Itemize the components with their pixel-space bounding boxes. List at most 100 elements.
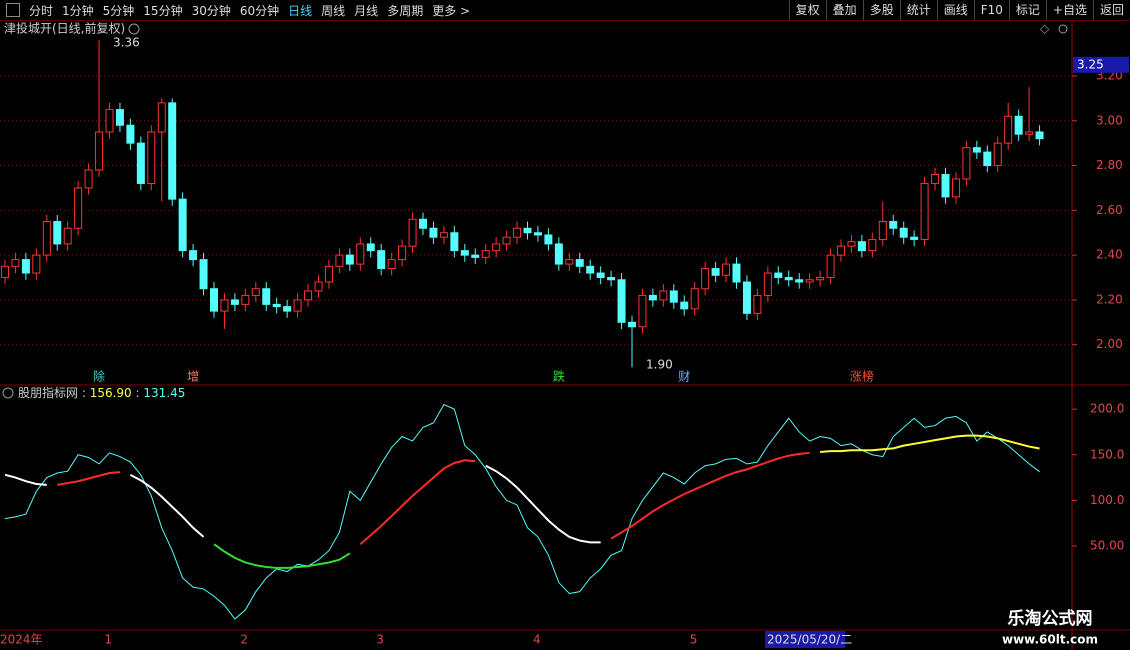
candle-body xyxy=(450,232,459,252)
period-tab[interactable]: 15分钟 xyxy=(143,3,183,18)
candle-body xyxy=(408,218,417,247)
indicator-line xyxy=(485,464,601,544)
candle-body xyxy=(899,227,908,238)
candle-body xyxy=(377,250,386,270)
candle-body xyxy=(565,259,574,265)
last-price: 3.25 xyxy=(1077,57,1104,71)
candle-body xyxy=(784,277,793,281)
candle-body xyxy=(993,142,1002,167)
candle-body xyxy=(847,241,856,247)
candle-body xyxy=(481,250,490,258)
y-tick-label: 200.0 xyxy=(1090,402,1124,416)
candle-body xyxy=(920,182,929,240)
candle-body xyxy=(659,290,668,301)
period-tab[interactable]: 5分钟 xyxy=(102,3,135,18)
candle-body xyxy=(492,243,501,252)
indicator-line xyxy=(359,459,476,545)
icon xyxy=(2,387,14,399)
toolbar: 分时 1分钟 5分钟 15分钟 30分钟 60分钟 日线 周线 月线 多周期 更多 > 复权 叠加 多股… xyxy=(0,0,1130,21)
candle-body xyxy=(910,236,919,240)
candle-body xyxy=(795,279,804,283)
period-tab[interactable]: 30分钟 xyxy=(191,3,231,18)
candle-body xyxy=(638,294,647,328)
event-marker: 跌 xyxy=(553,369,565,384)
x-tick-label: 1 xyxy=(105,633,113,647)
tool-button[interactable]: +自选 xyxy=(1045,0,1093,20)
candle-body xyxy=(513,227,522,238)
period-tab[interactable]: 周线 xyxy=(321,3,346,18)
x-tick-label: 2024年 xyxy=(0,633,43,647)
last-price-box xyxy=(1073,56,1129,73)
candle-body xyxy=(1035,131,1044,140)
candle-body xyxy=(1025,131,1034,135)
candle-body xyxy=(230,299,239,305)
candle-body xyxy=(805,279,814,283)
candle-body xyxy=(419,218,427,229)
candle-body xyxy=(972,147,981,153)
tool-button[interactable]: 返回 xyxy=(1092,0,1130,20)
y-tick-label: 100.0 xyxy=(1090,493,1124,507)
candle-body xyxy=(283,306,292,312)
period-tab[interactable]: 1分钟 xyxy=(62,3,94,18)
candle-body xyxy=(32,254,41,274)
tool-button[interactable]: 多股 xyxy=(862,0,900,20)
indicator-line xyxy=(4,473,47,486)
tool-button[interactable]: 复权 xyxy=(788,0,826,20)
candle-body xyxy=(753,294,762,314)
high-label: 3.36 xyxy=(113,36,140,50)
candle-body xyxy=(11,259,20,267)
y-tick-label: 50.00 xyxy=(1090,539,1124,553)
candle-body xyxy=(586,265,595,274)
candle-body xyxy=(95,131,104,171)
candle-body xyxy=(1014,115,1023,135)
candle-body xyxy=(607,277,616,281)
readout: 156.90 xyxy=(90,386,132,400)
y-tick-label: 2.80 xyxy=(1096,158,1123,172)
candle-body xyxy=(460,250,469,256)
candle-body xyxy=(502,236,511,245)
candle-body xyxy=(471,254,480,258)
candle-body xyxy=(21,259,30,274)
period-tab[interactable]: 多周期 xyxy=(387,3,424,18)
candle-body xyxy=(816,277,825,281)
period-tab[interactable]: 日线 xyxy=(288,3,313,18)
cursor-date-box xyxy=(765,631,845,648)
tool-button[interactable]: F10 xyxy=(973,0,1009,20)
period-tab[interactable]: 月线 xyxy=(354,3,379,18)
candle-body xyxy=(136,142,145,184)
candle-body xyxy=(199,259,208,290)
candle-body xyxy=(126,124,135,144)
candle-body xyxy=(575,259,584,267)
tool-button[interactable]: 画线 xyxy=(936,0,974,20)
tool-button[interactable]: 标记 xyxy=(1008,0,1046,20)
event-marker: 涨榜 xyxy=(850,369,874,384)
candle-body xyxy=(648,294,657,301)
candle-body xyxy=(345,254,354,265)
watermark-url: www.60lt.com xyxy=(1002,633,1098,647)
x-tick-label: 3 xyxy=(376,633,384,647)
period-tab[interactable]: 分时 xyxy=(29,3,54,18)
candle-body xyxy=(178,198,187,252)
tool-button[interactable]: 叠加 xyxy=(825,0,863,20)
candle-body xyxy=(324,265,333,283)
candle-body xyxy=(1004,115,1013,144)
candle-body xyxy=(544,234,553,245)
candle-body xyxy=(387,259,396,270)
x-tick-label: 4 xyxy=(533,633,541,647)
period-tab[interactable]: 60分钟 xyxy=(239,3,280,18)
candle-body xyxy=(366,243,375,252)
tool-button[interactable]: 统计 xyxy=(899,0,937,20)
y-tick-label: 150.0 xyxy=(1090,447,1124,461)
candle-body xyxy=(220,299,229,312)
event-marker: 财 xyxy=(678,370,690,384)
candle-body xyxy=(105,109,114,133)
candle-body xyxy=(951,178,960,198)
candle-body xyxy=(669,290,678,303)
candle-body xyxy=(74,187,83,229)
icon: ◇ xyxy=(1040,22,1050,36)
period-tab[interactable]: 更多 > xyxy=(432,3,471,18)
watermark: 乐淘公式网 xyxy=(1008,608,1093,629)
x-tick-label: 2 xyxy=(240,633,248,647)
indicator-title: 股朋指标网 xyxy=(18,385,78,400)
